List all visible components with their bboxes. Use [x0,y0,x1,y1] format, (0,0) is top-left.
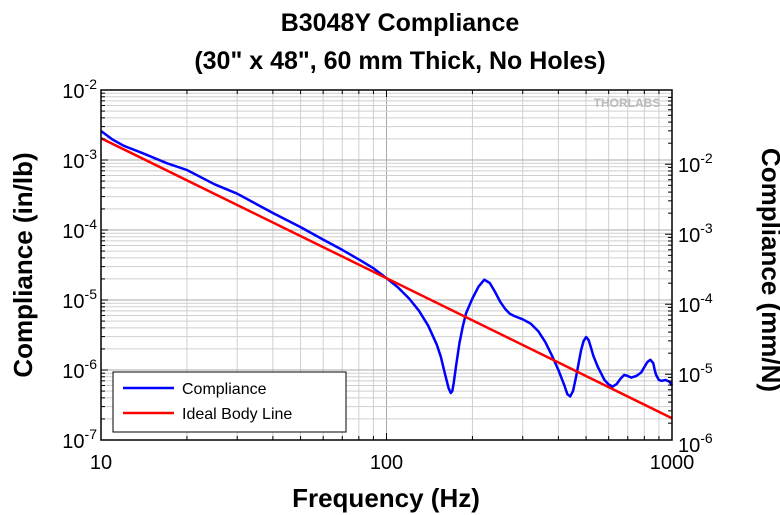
chart-title: B3048Y Compliance [281,9,520,37]
x-axis-label: Frequency (Hz) [292,483,480,513]
chart-subtitle: (30" x 48", 60 mm Thick, No Holes) [194,47,605,75]
legend: Compliance Ideal Body Line [113,372,346,432]
y-left-tick-label: 10-7 [62,426,97,453]
compliance-chart: B3048Y Compliance (30" x 48", 60 mm Thic… [0,0,780,515]
x-tick-labels: 10 100 1000 [90,452,694,474]
y-left-tick-label: 10-3 [62,146,97,173]
left-y-tick-labels: 10-2 10-3 10-4 10-5 10-6 10-7 [62,76,97,453]
y-right-tick-label: 10-6 [678,430,713,457]
y-right-tick-label: 10-5 [678,360,713,387]
y-left-tick-label: 10-6 [62,356,97,383]
legend-label-compliance: Compliance [182,381,267,398]
right-y-axis-label: Compliance (mm/N) [756,148,780,392]
thorlabs-watermark: THORLABS [594,96,661,110]
left-y-axis-label: Compliance (in/lb) [8,152,38,377]
y-left-tick-label: 10-4 [62,216,97,243]
y-right-tick-label: 10-2 [678,150,713,177]
y-right-tick-label: 10-4 [678,290,713,317]
y-right-tick-label: 10-3 [678,220,713,247]
y-left-tick-label: 10-5 [62,286,97,313]
legend-label-ideal-body-line: Ideal Body Line [182,406,292,423]
y-left-tick-label: 10-2 [62,76,97,103]
right-y-tick-labels: 10-2 10-3 10-4 10-5 10-6 [678,150,713,457]
x-tick-label: 100 [370,452,403,474]
x-tick-label: 10 [90,452,112,474]
